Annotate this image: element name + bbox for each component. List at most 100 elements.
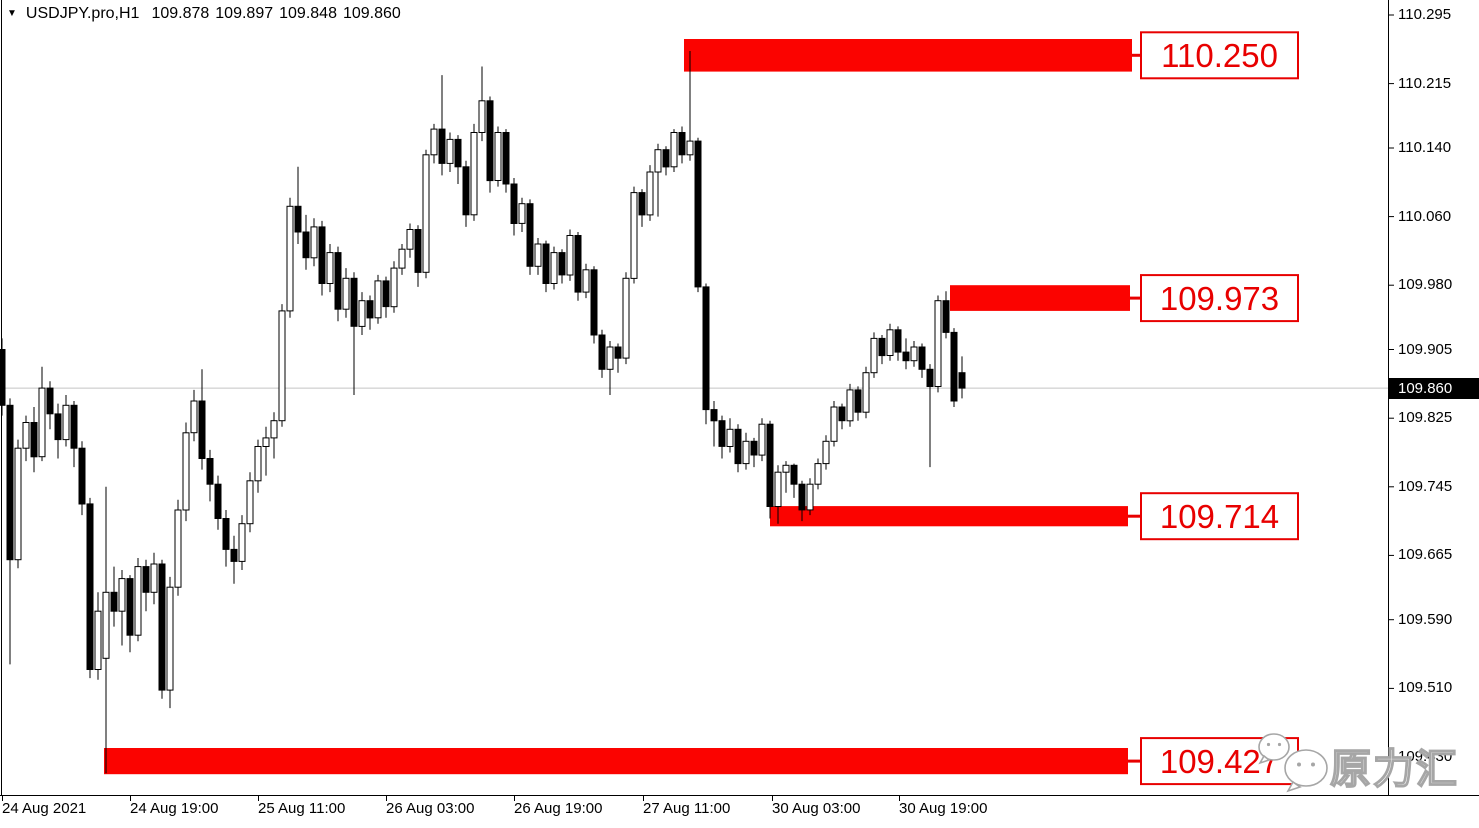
candle — [142, 559, 150, 612]
candle — [166, 576, 174, 709]
candle — [326, 244, 334, 293]
zone-label-text: 109.714 — [1160, 498, 1279, 535]
candle — [694, 137, 702, 293]
candle — [614, 343, 622, 373]
candle — [422, 149, 430, 279]
candle — [358, 292, 366, 335]
candle — [398, 244, 406, 275]
candle — [670, 129, 678, 172]
candle — [806, 478, 814, 516]
candle — [0, 338, 6, 416]
candle — [14, 439, 22, 569]
candle — [262, 426, 270, 476]
candle — [854, 386, 862, 421]
candle — [598, 329, 606, 378]
candle — [278, 304, 286, 427]
candle — [958, 356, 966, 399]
candle — [110, 566, 118, 627]
candle — [174, 499, 182, 596]
candle — [750, 437, 758, 468]
candle — [438, 75, 446, 176]
candle — [574, 232, 582, 301]
zone-label-text: 109.427 — [1160, 743, 1279, 780]
candle — [214, 475, 222, 530]
candle — [822, 435, 830, 470]
candle — [942, 291, 950, 339]
zone-labels-layer: 110.250 109.973 109.714 109.427 — [1128, 31, 1299, 786]
candle — [534, 238, 542, 275]
candle — [134, 558, 142, 642]
candle — [590, 266, 598, 344]
zone-label-text: 110.250 — [1161, 37, 1278, 74]
candle — [150, 552, 158, 605]
candle — [6, 398, 14, 665]
candle — [894, 326, 902, 361]
candle — [406, 223, 414, 258]
candle — [206, 449, 214, 502]
candle — [782, 461, 790, 493]
candle — [734, 424, 742, 473]
candle — [630, 186, 638, 284]
candle — [190, 389, 198, 442]
candle — [222, 510, 230, 567]
price-zone-bar — [770, 506, 1128, 527]
candle — [518, 197, 526, 232]
candle — [702, 283, 710, 425]
candle — [38, 366, 46, 462]
candle — [318, 220, 326, 296]
candle — [310, 218, 318, 267]
candle — [198, 369, 206, 470]
candle — [846, 383, 854, 427]
zone-label-box — [1140, 274, 1299, 323]
candle — [182, 422, 190, 522]
candle — [46, 381, 54, 430]
candle — [678, 126, 686, 164]
candle — [342, 268, 350, 318]
candle — [926, 364, 934, 468]
candle — [238, 515, 246, 570]
candle — [566, 229, 574, 281]
candle — [838, 403, 846, 430]
candle — [774, 465, 782, 524]
candle — [638, 189, 646, 227]
candle — [646, 165, 654, 221]
candle — [30, 407, 38, 473]
candle — [494, 126, 502, 187]
candle — [718, 415, 726, 459]
candle — [510, 178, 518, 236]
candle — [246, 472, 254, 533]
price-zone-bar — [104, 748, 1128, 775]
candle — [878, 335, 886, 365]
zone-label-box — [1140, 492, 1299, 541]
candle — [830, 401, 838, 447]
candle — [54, 403, 62, 459]
candle — [918, 343, 926, 378]
candle — [886, 323, 894, 361]
candle — [270, 412, 278, 459]
candle — [102, 486, 110, 774]
candle — [430, 123, 438, 164]
candle — [662, 146, 670, 176]
candle — [550, 246, 558, 290]
price-zones-layer — [104, 39, 1132, 775]
candle — [910, 341, 918, 367]
candle — [654, 143, 662, 217]
candle — [710, 401, 718, 447]
candle — [414, 225, 422, 287]
candle — [382, 276, 390, 318]
candle — [70, 401, 78, 468]
candle — [78, 441, 86, 516]
candle — [366, 295, 374, 330]
candle — [622, 272, 630, 365]
candle — [766, 420, 774, 519]
price-zone-bar — [950, 285, 1130, 311]
candle — [350, 272, 358, 395]
candle — [94, 592, 102, 680]
candle — [790, 463, 798, 498]
candle — [582, 263, 590, 299]
candle — [294, 166, 302, 244]
candle — [526, 199, 534, 275]
candle — [454, 135, 462, 184]
